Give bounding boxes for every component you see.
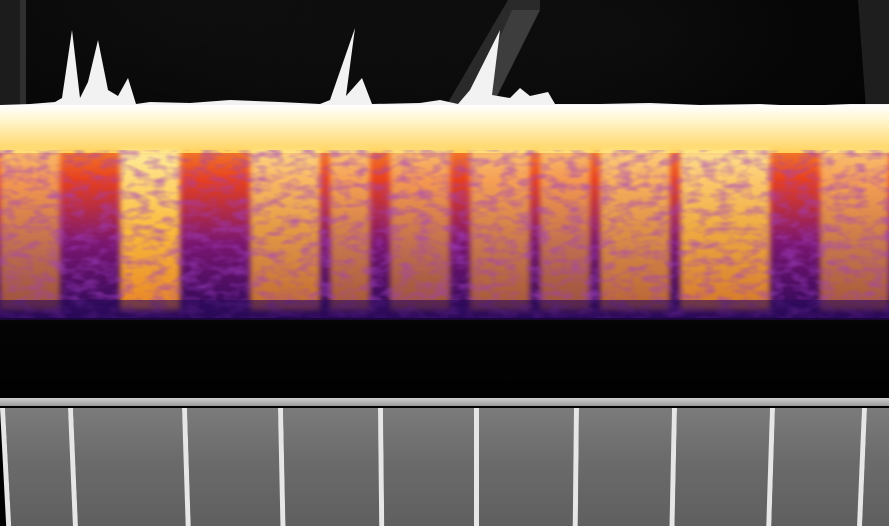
spectrogram-bottom-edge bbox=[0, 300, 889, 320]
left-strut bbox=[0, 0, 26, 108]
piano-key-3[interactable] bbox=[182, 408, 283, 526]
left-strut-edge bbox=[20, 0, 26, 108]
piano-key-10[interactable] bbox=[856, 408, 889, 526]
peak-outline bbox=[0, 28, 889, 110]
piano-key-4[interactable] bbox=[278, 408, 381, 526]
piano-top-edge bbox=[0, 398, 889, 406]
piano-key-5[interactable] bbox=[378, 408, 476, 526]
piano-key-9[interactable] bbox=[765, 408, 862, 526]
piano-key-1[interactable] bbox=[0, 408, 75, 526]
spectrogram-texture bbox=[0, 150, 889, 318]
piano-key-2[interactable] bbox=[68, 408, 188, 526]
piano-key-6[interactable] bbox=[474, 408, 574, 526]
piano-key-7[interactable] bbox=[572, 408, 672, 526]
far-right-strut bbox=[858, 0, 889, 112]
spectrogram-top bbox=[0, 105, 889, 153]
spectrogram-peaks bbox=[0, 28, 889, 110]
spectrogram-shadow bbox=[0, 318, 889, 404]
piano-key-8[interactable] bbox=[669, 408, 770, 526]
piano-keyboard[interactable] bbox=[0, 398, 889, 526]
